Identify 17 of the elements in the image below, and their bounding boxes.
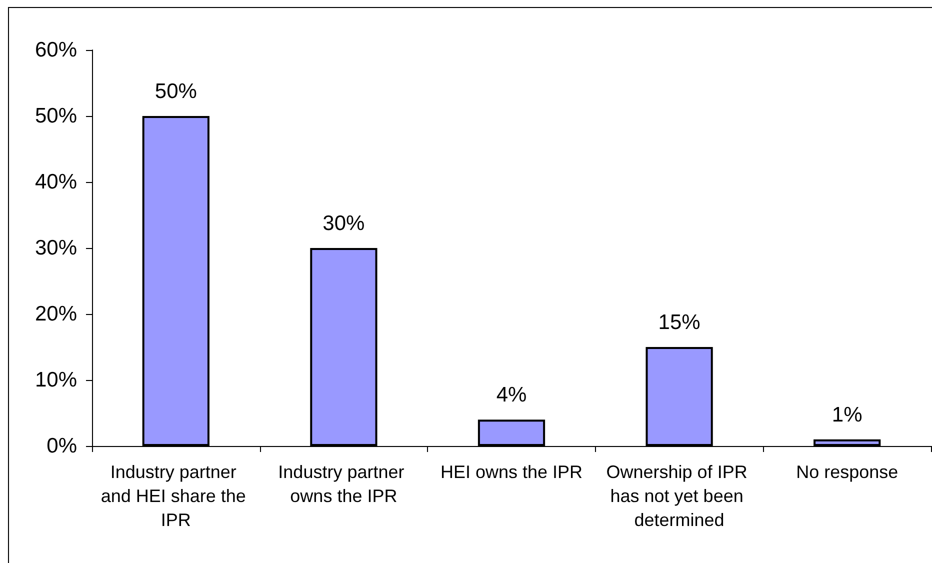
y-tick-label: 60% — [34, 38, 77, 62]
y-tick-label: 40% — [34, 170, 77, 194]
data-label: 1% — [832, 403, 862, 426]
data-label: 30% — [322, 212, 365, 235]
data-label: 15% — [658, 311, 700, 334]
x-tick-label: HEI owns the IPR — [440, 462, 583, 482]
x-tick-label: Ownership of IPR has not yet been determined — [606, 462, 752, 530]
y-tick-label: 0% — [46, 434, 77, 458]
data-label: 50% — [154, 80, 197, 103]
x-tick-label: Industry partner owns the IPR — [278, 462, 410, 506]
x-tick-label: Industry partner and HEI share the IPR — [100, 462, 251, 530]
y-tick-label: 20% — [34, 302, 77, 326]
y-tick-label: 30% — [34, 236, 77, 260]
data-label: 4% — [496, 384, 527, 407]
y-tick-label: 10% — [34, 368, 77, 392]
x-tick-label: No response — [796, 462, 898, 482]
y-tick-label: 50% — [34, 104, 77, 128]
